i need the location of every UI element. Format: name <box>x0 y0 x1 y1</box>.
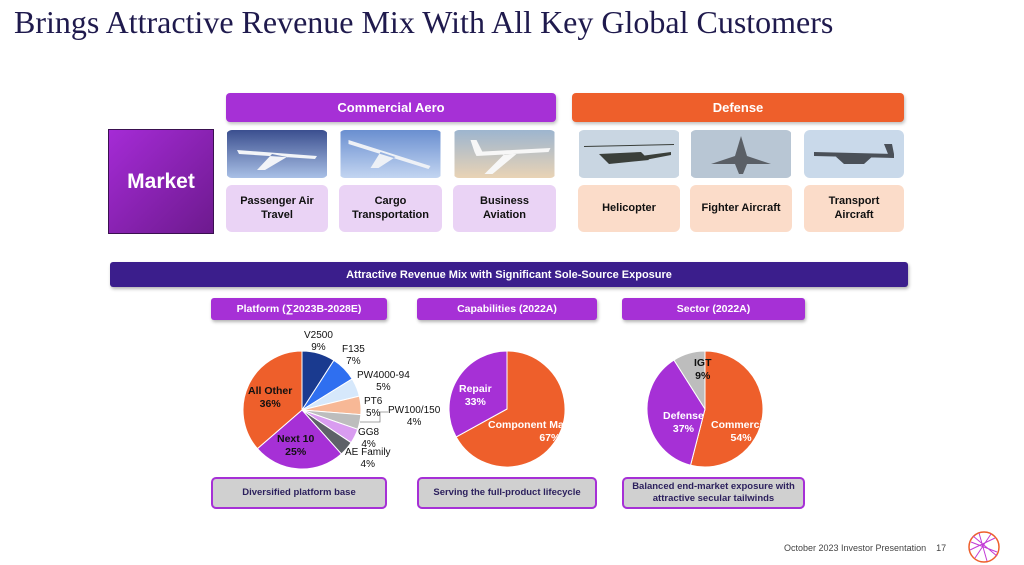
business-aviation-label: Business Aviation <box>453 185 556 232</box>
passenger-air-travel-label: Passenger Air Travel <box>226 185 328 232</box>
sector-note: Balanced end-market exposure with attrac… <box>622 477 805 509</box>
pie-slice-next-10 <box>256 409 343 470</box>
label-repair: Repair 33% <box>459 383 492 408</box>
transport-aircraft-label: Transport Aircraft <box>804 185 904 232</box>
platform-chart-title: Platform (∑2023B-2028E) <box>211 298 387 320</box>
fighter-aircraft-image <box>690 130 792 178</box>
market-label: Market <box>108 129 214 234</box>
revenue-mix-banner: Attractive Revenue Mix with Significant … <box>110 262 908 287</box>
label-commercial: Commercial 54% <box>711 419 772 444</box>
label-component: Component Manufacture 67% <box>488 419 612 444</box>
pie-slice-all-other <box>242 350 303 450</box>
passenger-aircraft-image <box>226 130 328 178</box>
label-ae-family: AE Family 4% <box>345 447 391 470</box>
pie-slice-commercial <box>689 350 764 468</box>
helicopter-label: Helicopter <box>578 185 680 232</box>
cargo-aircraft-image <box>339 130 442 178</box>
company-logo-icon <box>968 531 1000 563</box>
label-igt: IGT 9% <box>694 357 712 382</box>
platform-note: Diversified platform base <box>211 477 387 509</box>
page-number: 17 <box>936 543 947 553</box>
sector-pie <box>646 350 764 468</box>
business-jet-image <box>453 130 556 178</box>
label-next10: Next 10 25% <box>277 433 315 458</box>
label-gg8: GG8 4% <box>358 427 380 450</box>
pw100-leader-line <box>360 411 388 423</box>
capabilities-note: Serving the full-product lifecycle <box>417 477 597 509</box>
defense-header: Defense <box>572 93 904 122</box>
footer: October 2023 Investor Presentation 17 <box>784 543 946 553</box>
label-pw4000: PW4000-94 5% <box>357 370 410 393</box>
commercial-aero-header: Commercial Aero <box>226 93 556 122</box>
pie-slice-component-manufacture <box>455 350 566 468</box>
page-title: Brings Attractive Revenue Mix With All K… <box>14 4 834 40</box>
cargo-transportation-label: Cargo Transportation <box>339 185 442 232</box>
label-pw100: PW100/150 4% <box>388 405 441 428</box>
helicopter-image <box>578 130 680 178</box>
sector-chart-title: Sector (2022A) <box>622 298 805 320</box>
label-all-other: All Other 36% <box>248 385 293 410</box>
pie-slice-repair <box>448 350 508 438</box>
capabilities-chart-title: Capabilities (2022A) <box>417 298 597 320</box>
platform-pie <box>242 350 362 470</box>
label-pt6: PT6 5% <box>364 396 383 419</box>
pie-slice-igt <box>673 350 706 411</box>
label-defense: Defense 37% <box>663 410 704 435</box>
transport-aircraft-image <box>804 130 904 178</box>
footer-text: October 2023 Investor Presentation <box>784 543 927 553</box>
label-f135: F135 7% <box>342 344 365 367</box>
capabilities-pie <box>448 350 566 468</box>
fighter-aircraft-label: Fighter Aircraft <box>690 185 792 232</box>
label-v2500: V2500 9% <box>304 330 333 353</box>
